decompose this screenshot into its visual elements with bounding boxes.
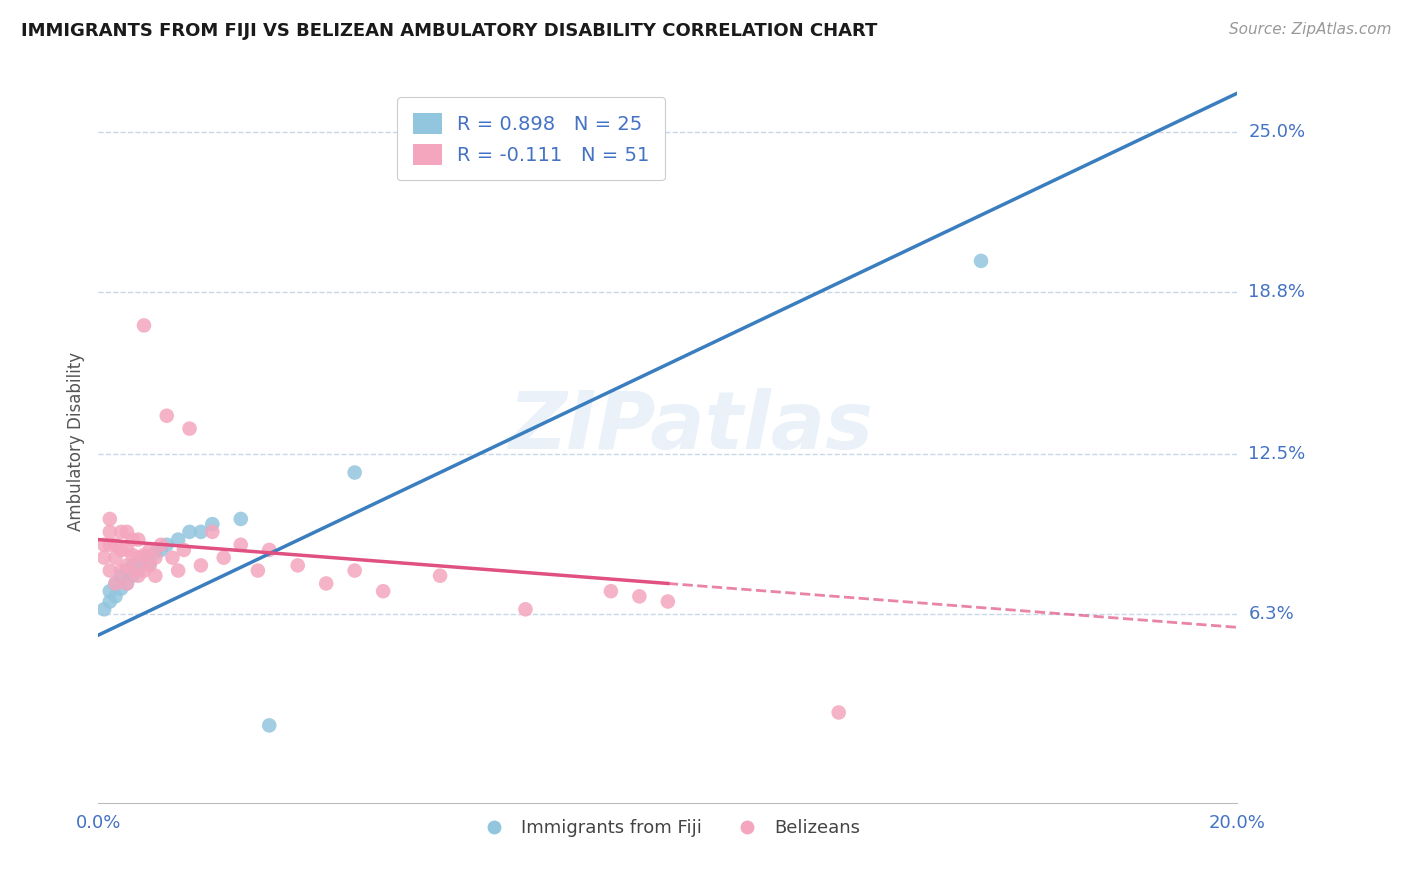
Point	[132, 564, 155, 578]
Point	[167, 533, 190, 547]
Point	[259, 542, 281, 557]
Point	[138, 558, 160, 573]
Point	[93, 538, 115, 552]
Point	[132, 548, 155, 562]
Point	[121, 558, 143, 573]
Point	[628, 590, 651, 604]
Point	[970, 254, 993, 268]
Text: 25.0%: 25.0%	[1249, 123, 1306, 141]
Point	[173, 542, 195, 557]
Point	[201, 524, 224, 539]
Point	[115, 558, 138, 573]
Legend: Immigrants from Fiji, Belizeans: Immigrants from Fiji, Belizeans	[468, 812, 868, 845]
Text: 12.5%: 12.5%	[1249, 445, 1306, 464]
Point	[115, 542, 138, 557]
Point	[190, 558, 212, 573]
Point	[104, 576, 127, 591]
Text: 6.3%: 6.3%	[1249, 606, 1294, 624]
Point	[150, 542, 173, 557]
Point	[132, 318, 155, 333]
Point	[515, 602, 537, 616]
Point	[315, 576, 337, 591]
Point	[132, 550, 155, 565]
Point	[179, 524, 201, 539]
Point	[138, 542, 160, 557]
Point	[167, 564, 190, 578]
Point	[104, 550, 127, 565]
Point	[246, 564, 269, 578]
Point	[343, 466, 366, 480]
Point	[98, 584, 121, 599]
Point	[657, 594, 679, 608]
Point	[98, 524, 121, 539]
Point	[110, 568, 132, 582]
Text: Source: ZipAtlas.com: Source: ZipAtlas.com	[1229, 22, 1392, 37]
Point	[179, 422, 201, 436]
Point	[150, 538, 173, 552]
Point	[121, 533, 143, 547]
Point	[98, 538, 121, 552]
Point	[201, 517, 224, 532]
Point	[110, 524, 132, 539]
Point	[121, 568, 143, 582]
Point	[104, 576, 127, 591]
Point	[110, 564, 132, 578]
Point	[127, 564, 149, 578]
Point	[98, 512, 121, 526]
Point	[156, 538, 179, 552]
Point	[429, 568, 451, 582]
Point	[600, 584, 623, 599]
Point	[138, 556, 160, 570]
Point	[145, 550, 167, 565]
Point	[93, 550, 115, 565]
Point	[104, 538, 127, 552]
Point	[373, 584, 395, 599]
Text: IMMIGRANTS FROM FIJI VS BELIZEAN AMBULATORY DISABILITY CORRELATION CHART: IMMIGRANTS FROM FIJI VS BELIZEAN AMBULAT…	[21, 22, 877, 40]
Point	[110, 542, 132, 557]
Point	[190, 524, 212, 539]
Point	[121, 548, 143, 562]
Point	[343, 564, 366, 578]
Point	[115, 576, 138, 591]
Point	[259, 718, 281, 732]
Point	[121, 564, 143, 578]
Point	[156, 409, 179, 423]
Point	[115, 576, 138, 591]
Text: ZIPatlas: ZIPatlas	[508, 388, 873, 467]
Point	[229, 538, 252, 552]
Point	[115, 564, 138, 578]
Point	[115, 524, 138, 539]
Point	[212, 550, 235, 565]
Point	[93, 602, 115, 616]
Point	[127, 550, 149, 565]
Point	[229, 512, 252, 526]
Point	[287, 558, 309, 573]
Point	[104, 590, 127, 604]
Point	[828, 706, 851, 720]
Y-axis label: Ambulatory Disability: Ambulatory Disability	[66, 352, 84, 531]
Point	[127, 568, 149, 582]
Point	[127, 533, 149, 547]
Point	[145, 545, 167, 559]
Point	[98, 594, 121, 608]
Point	[110, 582, 132, 596]
Point	[145, 568, 167, 582]
Point	[98, 564, 121, 578]
Point	[162, 550, 184, 565]
Text: 18.8%: 18.8%	[1249, 283, 1305, 301]
